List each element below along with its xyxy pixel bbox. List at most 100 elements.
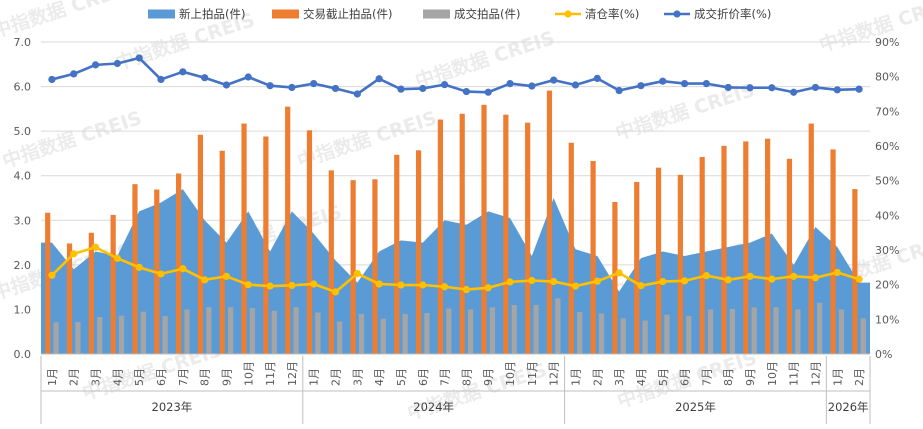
legend-swatch-marker: [673, 10, 681, 18]
legend-label: 成交折价率(%): [694, 7, 771, 21]
y-right-tick-label: 80%: [875, 71, 899, 84]
point-discount-rate: [659, 77, 667, 85]
x-tick-label-month: 11月: [264, 361, 277, 386]
y-right-tick-label: 50%: [875, 175, 899, 188]
bar-sold-listings: [271, 310, 277, 354]
bar-sold-listings: [358, 313, 365, 354]
bar-sold-listings: [184, 309, 190, 354]
x-tick-label-month: 8月: [460, 368, 473, 386]
x-tick-label-month: 12月: [809, 361, 822, 386]
bar-sold-listings: [75, 321, 81, 354]
bar-sold-listings: [751, 307, 757, 354]
legend-item: 交易截止拍品(件): [272, 7, 392, 21]
bar-sold-listings: [795, 309, 801, 354]
point-clearance-rate: [310, 280, 318, 288]
watermark-text: 中指数据 CREIS: [412, 26, 557, 93]
y-left-tick-label: 5.0: [14, 125, 32, 138]
x-tick-label-month: 2月: [591, 368, 604, 386]
line-clearance-rate: [50, 245, 860, 294]
point-discount-rate: [266, 82, 274, 90]
point-discount-rate: [419, 84, 427, 93]
bar-sold-listings: [380, 318, 386, 354]
x-year-label: 2026年: [828, 400, 869, 414]
point-discount-rate: [855, 85, 863, 93]
y-right-tick-label: 90%: [875, 36, 899, 49]
bar-sold-listings: [664, 314, 670, 354]
bar-deadline-listings: [241, 123, 247, 355]
bar-deadline-listings: [372, 179, 378, 354]
point-clearance-rate: [70, 250, 78, 258]
bar-deadline-listings: [655, 167, 662, 354]
point-discount-rate: [157, 75, 165, 84]
point-discount-rate: [288, 83, 296, 92]
point-discount-rate: [746, 84, 754, 92]
x-tick-label-month: 5月: [133, 368, 146, 386]
point-clearance-rate: [244, 281, 252, 289]
line-series-layer: [48, 54, 863, 296]
bar-deadline-listings: [590, 161, 596, 354]
point-clearance-rate: [113, 254, 121, 262]
bar-deadline-listings: [721, 145, 727, 354]
bar-deadline-listings: [743, 141, 749, 354]
bar-sold-listings: [118, 315, 125, 354]
bar-deadline-listings: [110, 214, 116, 354]
bar-deadline-listings: [45, 212, 51, 354]
x-tick-label-month: 1月: [569, 368, 582, 386]
point-clearance-rate: [833, 268, 841, 277]
x-tick-label-month: 12月: [548, 361, 561, 386]
bar-sold-listings: [337, 321, 343, 354]
point-discount-rate: [440, 81, 449, 89]
bar-sold-listings: [402, 313, 408, 354]
bar-deadline-listings: [634, 181, 640, 354]
x-tick-label-month: 9月: [220, 368, 233, 386]
bar-sold-listings: [489, 307, 496, 354]
legend-swatch-marker: [564, 10, 572, 18]
bar-sold-listings: [206, 307, 212, 354]
bar-sold-listings: [511, 304, 517, 354]
x-tick-label-month: 3月: [613, 368, 626, 386]
point-discount-rate: [70, 70, 78, 78]
bar-sold-listings: [533, 304, 539, 354]
point-clearance-rate: [659, 277, 667, 286]
point-clearance-rate: [571, 282, 580, 290]
bar-deadline-listings: [176, 173, 182, 354]
legend-item: 成交拍品(件): [423, 7, 520, 21]
y-right-tick-label: 30%: [875, 244, 899, 257]
x-tick-label-month: 9月: [482, 368, 495, 386]
legend-swatch: [148, 9, 175, 19]
y-right-tick-label: 0%: [875, 348, 892, 361]
x-year-label: 2023年: [152, 400, 193, 414]
bar-deadline-listings: [197, 134, 204, 354]
point-discount-rate: [702, 80, 710, 88]
y-left-tick-label: 1.0: [14, 303, 32, 316]
point-discount-rate: [113, 59, 121, 68]
bar-sold-listings: [424, 312, 430, 354]
x-year-label: 2025年: [675, 400, 716, 414]
bar-deadline-listings: [808, 123, 814, 355]
point-discount-rate: [768, 84, 776, 92]
point-clearance-rate: [484, 284, 492, 292]
bar-deadline-listings: [285, 106, 291, 354]
x-tick-label-month: 5月: [657, 368, 670, 386]
legend-label: 清仓率(%): [585, 7, 639, 21]
bar-deadline-listings: [66, 243, 73, 354]
bar-sold-listings: [598, 313, 605, 354]
point-discount-rate: [331, 84, 340, 93]
bar-sold-listings: [53, 322, 59, 354]
x-tick-label-month: 7月: [177, 368, 190, 386]
x-tick-label-month: 1月: [308, 368, 321, 386]
x-tick-label-month: 7月: [700, 368, 713, 386]
x-tick-label-month: 10月: [766, 361, 779, 386]
legend-label: 成交拍品(件): [454, 7, 520, 21]
point-clearance-rate: [440, 283, 449, 291]
x-tick-label-month: 11月: [526, 361, 539, 386]
point-discount-rate: [811, 83, 820, 92]
point-clearance-rate: [135, 263, 143, 271]
bar-sold-listings: [577, 312, 583, 354]
bar-deadline-listings: [481, 104, 487, 355]
bar-deadline-listings: [415, 150, 422, 354]
axes: 0.0 1.0 2.0 3.0 4.0 5.0 6.0 7.0 0% 10% 20% 30% 40% 50…: [14, 36, 899, 424]
point-discount-rate: [790, 88, 798, 96]
x-tick-label-month: 6月: [155, 368, 168, 386]
bar-sold-listings: [620, 318, 626, 354]
